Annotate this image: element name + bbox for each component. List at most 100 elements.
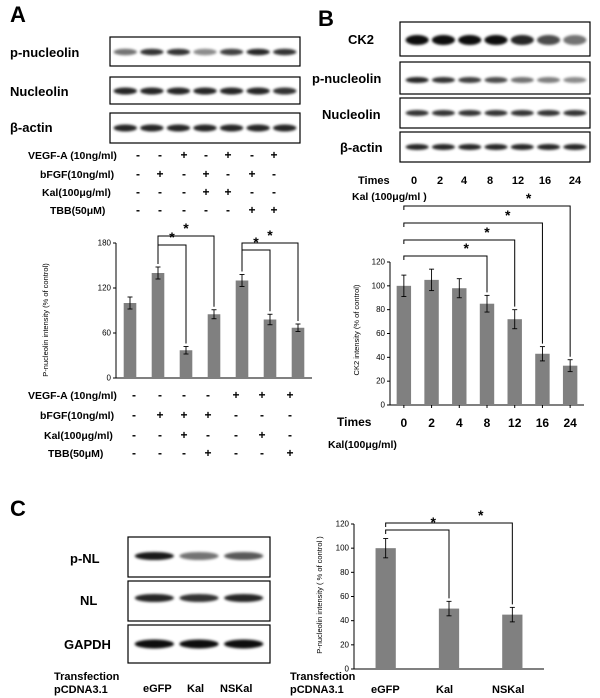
a-bottom-sign: - (132, 446, 136, 460)
gapdh-band (224, 639, 264, 649)
chart-b-ytick-label: 0 (381, 401, 386, 410)
c-chart-group-kal: Kal (436, 684, 453, 696)
a-bottom-sign: + (156, 408, 163, 422)
nl-band (224, 594, 264, 602)
chart-a-significance-bracket (241, 242, 299, 321)
a-bottom-sign: - (206, 388, 210, 402)
a-bottom-sign: - (260, 446, 264, 460)
beta-actin-band (113, 124, 137, 132)
ck2-band (537, 35, 561, 45)
treatment-label-kal: Kal(100μg/ml) (42, 187, 111, 199)
b-time-label: 4 (461, 175, 468, 187)
a-bottom-sign: + (286, 388, 293, 402)
a-top-sign: + (224, 185, 231, 199)
chart-a-bar (263, 319, 277, 378)
b-nucleolin-band (458, 110, 482, 116)
chart-b-category-label: 0 (401, 416, 408, 430)
ck2-band (458, 35, 482, 45)
chart-a-ylabel: P-nucleolin intensity (% of control) (41, 263, 50, 377)
b-p-nucleolin-band (484, 77, 508, 83)
chart-c-ytick-label: 60 (340, 592, 349, 601)
beta-actin-band (273, 124, 297, 132)
b-p-nucleolin-band (405, 77, 429, 83)
chart-a-bar (151, 273, 165, 378)
chart-c: P-nucleolin intensity ( % of control ) 0… (315, 507, 544, 674)
b-nucleolin-band (484, 110, 508, 116)
chart-a-significance-star: * (253, 234, 259, 250)
p-nucleolin-band (246, 48, 270, 56)
b-time-label: 16 (539, 175, 551, 187)
blot-label-nucleolin: Nucleolin (10, 84, 69, 99)
b-bottom-times-label: Times (337, 415, 372, 429)
chart-c-ytick-label: 100 (336, 544, 350, 553)
a-top-sign: - (226, 167, 230, 181)
treatment-label-vegf: VEGF-A (10ng/ml) (28, 150, 117, 162)
a-bottom-sign: + (204, 446, 211, 460)
chart-a-ytick-label: 0 (107, 374, 112, 383)
blot-label-ck2: CK2 (348, 32, 374, 47)
b-time-label: 0 (411, 175, 417, 187)
a-top-sign: - (158, 148, 162, 162)
b-nucleolin-band (510, 110, 534, 116)
beta-actin-band (140, 124, 164, 132)
a-bottom-sign: + (258, 428, 265, 442)
chart-b-significance-star: * (463, 240, 469, 256)
b-p-nucleolin-band (510, 77, 534, 83)
b-beta-actin-band (405, 144, 429, 150)
chart-b-bar (535, 353, 550, 405)
nl-band (179, 594, 219, 602)
chart-a-ytick-label: 120 (98, 284, 112, 293)
panel-a-treatment-table: VEGF-A (10ng/ml) bFGF(10ng/ml) Kal(100μg… (28, 148, 278, 217)
panel-a-bottom-table: VEGF-A (10ng/ml) bFGF(10ng/ml) Kal(100μg… (28, 388, 294, 460)
a-top-sign: - (272, 167, 276, 181)
panel-letter-a: A (10, 2, 26, 27)
blot-label-nl: NL (80, 593, 97, 608)
bottom-label-vegf: VEGF-A (10ng/ml) (28, 390, 117, 402)
a-top-sign: + (270, 148, 277, 162)
b-time-label: 12 (512, 175, 524, 187)
chart-b-significance-bracket (403, 239, 516, 307)
chart-b-ylabel: CK2 intensity (% of control) (352, 284, 361, 375)
nucleolin-band (166, 87, 191, 95)
a-bottom-sign: - (158, 388, 162, 402)
a-bottom-sign: + (204, 408, 211, 422)
gapdh-band (134, 639, 174, 649)
chart-a-ytick-label: 180 (98, 239, 112, 248)
c-group-nskal: NSKal (220, 683, 252, 695)
b-beta-actin-band (510, 144, 534, 150)
a-top-sign: - (250, 148, 254, 162)
ck2-band (563, 35, 587, 45)
a-bottom-sign: + (286, 446, 293, 460)
a-top-sign: - (204, 203, 208, 217)
chart-c-ylabel: P-nucleolin intensity ( % of control ) (315, 536, 324, 654)
chart-b-ytick-label: 40 (376, 353, 385, 362)
chart-b-category-label: 12 (508, 416, 522, 430)
a-top-sign: - (136, 167, 140, 181)
ck2-band (431, 35, 455, 45)
chart-b-category-label: 8 (484, 416, 491, 430)
chart-a: P-nucleolin intensity (% of control) 0 60… (41, 220, 312, 383)
chart-c-ytick-label: 80 (340, 568, 349, 577)
p-nucleolin-band (219, 48, 244, 56)
a-bottom-sign: - (288, 408, 292, 422)
chart-b-ytick-label: 80 (376, 305, 385, 314)
nucleolin-band (113, 87, 137, 95)
chart-b-category-label: 16 (536, 416, 550, 430)
chart-b-significance-bracket (403, 255, 488, 293)
chart-c-significance-star: * (430, 514, 436, 530)
chart-b-ytick-label: 20 (376, 377, 385, 386)
c-group-kal: Kal (187, 683, 204, 695)
chart-a-bar (235, 280, 249, 378)
a-top-sign: - (226, 203, 230, 217)
p-nl-band (179, 552, 219, 560)
chart-a-bar (123, 303, 137, 378)
a-top-sign: - (136, 203, 140, 217)
chart-b-significance-bracket (403, 205, 571, 357)
b-beta-actin-band (458, 144, 482, 150)
a-bottom-sign: - (288, 428, 292, 442)
blot-label-b-beta-actin: β-actin (340, 140, 383, 155)
chart-b-category-label: 2 (428, 416, 435, 430)
a-top-sign: - (250, 185, 254, 199)
a-bottom-sign: - (132, 388, 136, 402)
